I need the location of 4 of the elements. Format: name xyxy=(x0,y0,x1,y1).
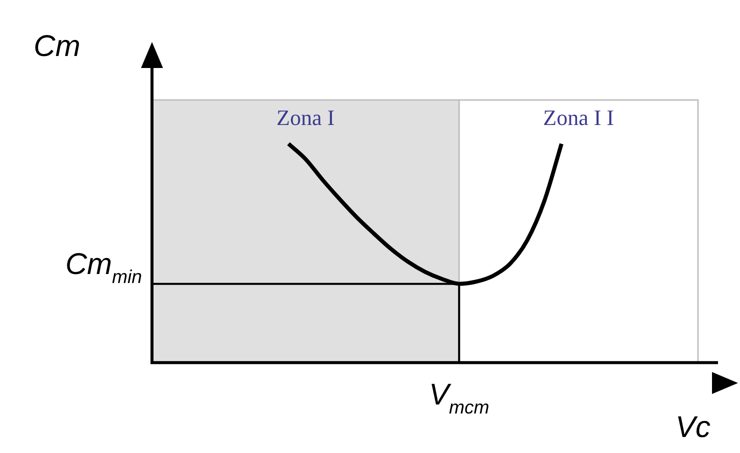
x-axis-title: Vc xyxy=(675,411,711,444)
text: Zona I xyxy=(276,104,335,130)
text: Zona I I xyxy=(543,104,614,130)
y-axis-title: Cm xyxy=(34,30,80,63)
